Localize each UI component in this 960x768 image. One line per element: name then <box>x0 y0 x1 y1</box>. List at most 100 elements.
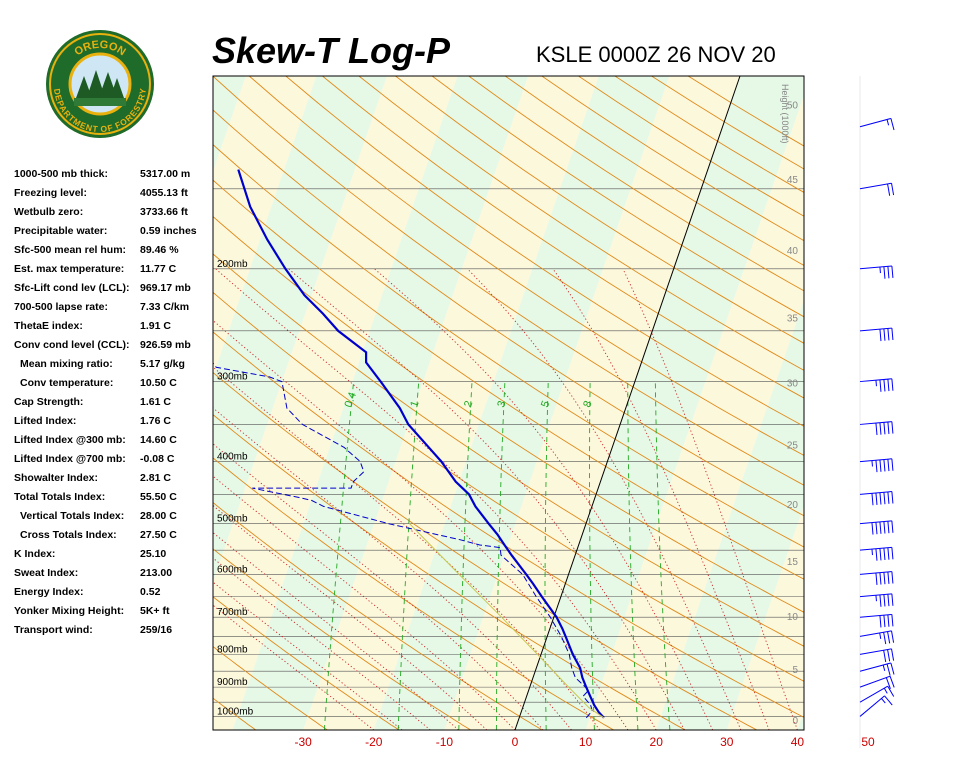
pressure-label: 300mb <box>217 372 248 383</box>
dry-adiabat <box>213 331 804 718</box>
pressure-label: 700mb <box>217 607 248 618</box>
index-row: Sweat Index: 213.00 <box>14 567 214 586</box>
index-value: 27.50 C <box>140 529 177 541</box>
height-tick-label: 40 <box>787 246 799 257</box>
index-row: Sfc-500 mean rel hum: 89.46 % <box>14 244 214 263</box>
isotherm-band <box>0 76 34 730</box>
dry-adiabat <box>213 596 400 730</box>
index-row: Wetbulb zero: 3733.66 ft <box>14 206 214 225</box>
index-label: Total Totals Index: <box>14 491 106 503</box>
dry-adiabat <box>213 179 804 580</box>
dry-adiabat <box>213 291 804 682</box>
index-label: Conv cond level (CCL): <box>14 339 130 351</box>
height-tick-label: 20 <box>787 500 799 511</box>
freezing-isotherm <box>514 76 741 730</box>
index-label: 1000-500 mb thick: <box>14 168 108 180</box>
index-value: 1.61 C <box>140 396 171 408</box>
isotherm-band <box>585 95 804 730</box>
index-row: Freezing level: 4055.13 ft <box>14 187 214 206</box>
mixing-ratio-label: 1 <box>408 399 421 409</box>
height-tick-label: 45 <box>787 175 799 186</box>
index-label: 700-500 lapse rate: <box>14 301 108 313</box>
plot-area: 0.4 1 2 3 5 8 <box>0 76 804 730</box>
index-label: Lifted Index: <box>14 415 77 427</box>
wind-barb <box>859 648 895 663</box>
isotherm-band <box>0 76 105 730</box>
index-label: Yonker Mixing Height: <box>14 605 125 617</box>
wind-barb <box>859 571 894 585</box>
moist-adiabat <box>467 268 742 730</box>
index-value: 89.46 % <box>140 244 179 256</box>
mixing-ratio-label: 5 <box>539 399 552 409</box>
mixing-ratio-label: 8 <box>581 399 594 409</box>
index-row: Cross Totals Index: 27.50 C <box>14 529 214 548</box>
wind-barb <box>859 675 895 689</box>
index-label: Mean mixing ratio: <box>20 358 113 370</box>
height-tick-label: 30 <box>787 378 799 389</box>
index-label: Sweat Index: <box>14 567 79 579</box>
index-row: Est. max temperature: 11.77 C <box>14 263 214 282</box>
moist-adiabat <box>213 604 375 730</box>
wind-barb <box>859 593 894 607</box>
wind-barb <box>859 685 895 703</box>
oregon-department-of-forestry-logo: OREGON DEPARTMENT OF FORESTRY <box>44 28 156 140</box>
index-value: 10.50 C <box>140 377 177 389</box>
index-label: Lifted Index @700 mb: <box>14 453 126 465</box>
index-row: Total Totals Index: 55.50 C <box>14 491 214 510</box>
moist-adiabat <box>213 407 572 730</box>
wind-barb <box>859 327 894 342</box>
temperature-tick-label: -10 <box>436 735 454 749</box>
index-value: 5K+ ft <box>140 605 170 617</box>
dry-adiabat <box>322 76 804 399</box>
pressure-label: 600mb <box>217 564 248 575</box>
height-axis-label: Height (1000ft) <box>780 84 790 144</box>
index-value: 0.59 inches <box>140 225 197 237</box>
wind-barb <box>859 421 894 436</box>
temperature-tick-label: 20 <box>650 735 664 749</box>
isotherm-band <box>373 76 670 730</box>
index-value: 3733.66 ft <box>140 206 188 218</box>
mixing-ratio-line <box>323 381 355 730</box>
pressure-label: 400mb <box>217 452 248 463</box>
index-value: 2.81 C <box>140 472 171 484</box>
index-label: Freezing level: <box>14 187 87 199</box>
index-row: Sfc-Lift cond lev (LCL): 969.17 mb <box>14 282 214 301</box>
dry-adiabat <box>213 144 804 548</box>
index-value: 5.17 g/kg <box>140 358 185 370</box>
height-tick-label: 25 <box>787 440 799 451</box>
index-label: Wetbulb zero: <box>14 206 84 218</box>
temperature-tick-label: 30 <box>720 735 734 749</box>
height-tick-label: 50 <box>787 100 799 111</box>
dry-adiabat <box>395 76 804 344</box>
dry-adiabat <box>248 76 804 456</box>
isotherm-band <box>213 76 458 730</box>
dry-adiabat <box>213 109 804 517</box>
wind-barb <box>859 630 895 645</box>
index-label: Energy Index: <box>14 586 84 598</box>
index-row: Showalter Index: 2.81 C <box>14 472 214 491</box>
index-label: Precipitable water: <box>14 225 108 237</box>
dry-adiabat <box>213 76 804 486</box>
chart-title: Skew-T Log-P <box>212 30 451 71</box>
isotherm-band <box>656 300 804 730</box>
wind-barb <box>859 662 895 676</box>
index-value: -0.08 C <box>140 453 175 465</box>
index-value: 5317.00 m <box>140 168 191 180</box>
dry-adiabat <box>285 76 804 427</box>
index-value: 4055.13 ft <box>140 187 188 199</box>
dry-adiabat <box>213 457 614 730</box>
moist-adiabat <box>213 475 516 730</box>
isotherm-band <box>213 76 246 172</box>
index-value: 0.52 <box>140 586 161 598</box>
height-tick-label: 0 <box>792 716 798 727</box>
index-row: Conv cond level (CCL): 926.59 mb <box>14 339 214 358</box>
height-tick-label: 10 <box>787 612 799 623</box>
wind-barb <box>859 378 894 392</box>
index-row: K Index: 25.10 <box>14 548 214 567</box>
temperature-tick-label: 0 <box>512 735 519 749</box>
index-row: Lifted Index @300 mb: 14.60 C <box>14 434 214 453</box>
index-value: 55.50 C <box>140 491 177 503</box>
index-label: Cross Totals Index: <box>20 529 117 541</box>
moist-adiabat <box>552 268 770 730</box>
moist-adiabat <box>622 268 798 730</box>
